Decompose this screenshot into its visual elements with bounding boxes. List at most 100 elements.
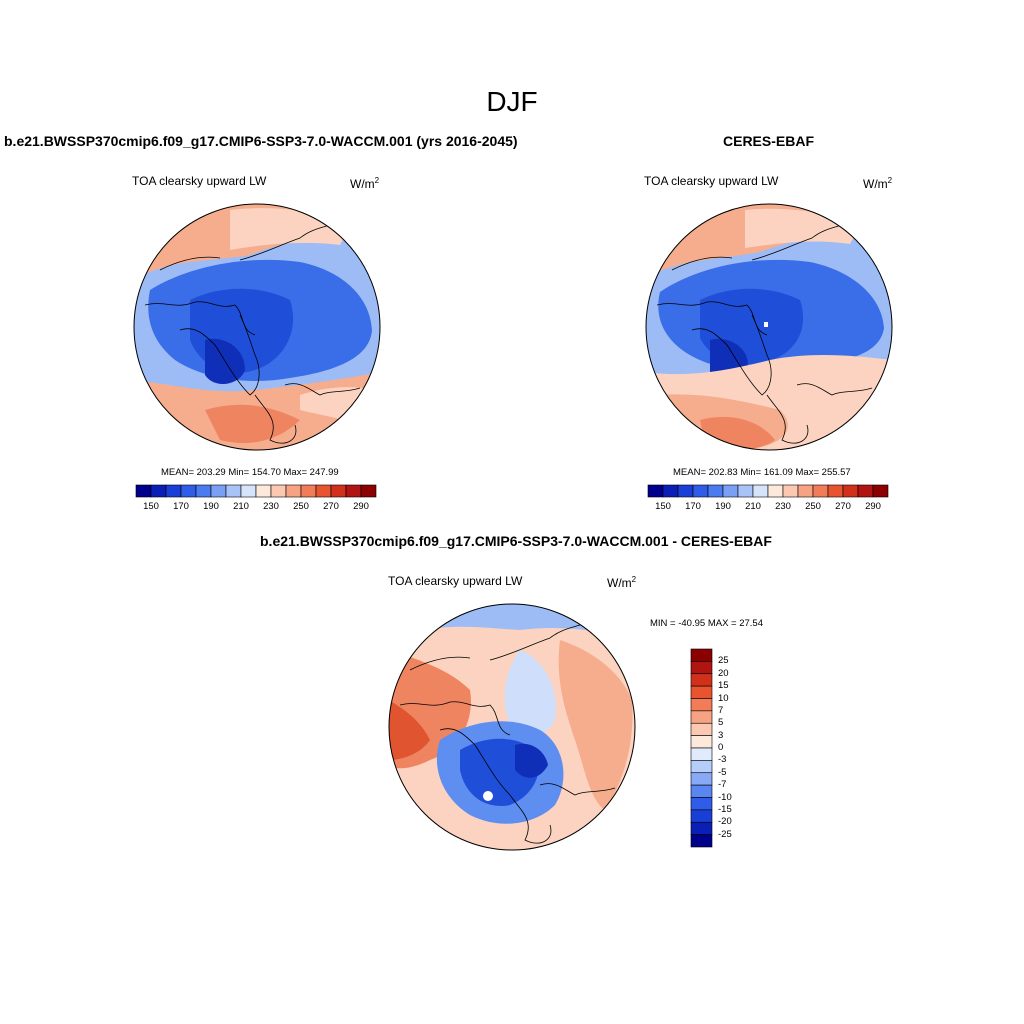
diff-colorbar-tick-label: -15 xyxy=(718,803,732,815)
model-panel-title: b.e21.BWSSP370cmip6.f09_g17.CMIP6-SSP3-7… xyxy=(4,133,518,149)
diff-map-border xyxy=(388,603,636,851)
obs-colorbar-swatch xyxy=(782,484,799,498)
model-colorbar-tick-label: 230 xyxy=(263,501,279,512)
obs-colorbar-swatch xyxy=(752,484,769,498)
diff-colorbar xyxy=(690,648,713,848)
obs-pole-missing-data xyxy=(764,322,768,327)
diff-colorbar-swatch xyxy=(690,673,713,687)
model-colorbar-tick-label: 170 xyxy=(173,501,189,512)
obs-colorbar-tick-label: 150 xyxy=(655,501,671,512)
model-colorbar-tick-label: 150 xyxy=(143,501,159,512)
model-colorbar-tick-label: 270 xyxy=(323,501,339,512)
diff-greenland-darkest xyxy=(515,743,548,778)
model-colorbar-swatch xyxy=(360,484,377,498)
diff-colorbar-tick-label: -5 xyxy=(718,766,727,778)
model-variable-label: TOA clearsky upward LW xyxy=(132,174,267,188)
diff-colorbar-tick-label: 7 xyxy=(718,704,724,716)
diff-colorbar-swatch xyxy=(690,735,713,749)
diff-colorbar-tick-label: -10 xyxy=(718,791,732,803)
model-stats: MEAN= 203.29 Min= 154.70 Max= 247.99 xyxy=(161,467,339,478)
model-colorbar-tick-label: 190 xyxy=(203,501,219,512)
diff-colorbar-swatch xyxy=(690,698,713,712)
diff-colorbar-swatch xyxy=(690,747,713,761)
diff-colorbar-tick-label: 5 xyxy=(718,717,724,729)
obs-colorbar-tick-label: 170 xyxy=(685,501,701,512)
model-europe-warm-region xyxy=(205,404,300,444)
diff-canada-warm-region xyxy=(558,640,633,810)
obs-colorbar-swatch xyxy=(707,484,724,498)
model-colorbar-swatch xyxy=(345,484,362,498)
diff-colorbar-swatch xyxy=(690,784,713,798)
obs-colorbar-swatch xyxy=(872,484,889,498)
diff-colorbar-swatch xyxy=(690,648,713,662)
diff-colorbar-swatch xyxy=(690,760,713,774)
diff-colorbar-tick-label: -7 xyxy=(718,779,727,791)
diff-polar-map xyxy=(388,603,636,851)
obs-colorbar-swatch xyxy=(647,484,664,498)
obs-colorbar-swatch xyxy=(737,484,754,498)
model-colorbar-swatch xyxy=(330,484,347,498)
obs-colorbar-tick-label: 230 xyxy=(775,501,791,512)
model-colorbar-swatch xyxy=(180,484,197,498)
obs-colorbar-swatch xyxy=(827,484,844,498)
model-colorbar-tick-label: 290 xyxy=(353,501,369,512)
diff-colorbar-swatch xyxy=(690,772,713,786)
obs-units-label: W/m2 xyxy=(863,176,893,191)
diff-colorbar-tick-label: 10 xyxy=(718,692,729,704)
diff-colorbar-tick-label: -20 xyxy=(718,816,732,828)
obs-variable-label: TOA clearsky upward LW xyxy=(644,174,779,188)
model-colorbar-tick-label: 250 xyxy=(293,501,309,512)
obs-colorbar-swatch xyxy=(797,484,814,498)
model-colorbar-swatch xyxy=(210,484,227,498)
diff-stats: MIN = -40.95 MAX = 27.54 xyxy=(650,618,764,629)
model-colorbar-swatch xyxy=(315,484,332,498)
diff-colorbar-swatch xyxy=(690,797,713,811)
obs-colorbar-swatch xyxy=(857,484,874,498)
diff-units-label: W/m2 xyxy=(607,575,637,590)
diff-colorbar-swatch xyxy=(690,661,713,675)
model-coastlines xyxy=(144,224,361,444)
diff-colorbar-tick-label: 25 xyxy=(718,655,729,667)
model-colorbar-swatch xyxy=(150,484,167,498)
diff-panel-title: b.e21.BWSSP370cmip6.f09_g17.CMIP6-SSP3-7… xyxy=(260,533,772,549)
obs-colorbar xyxy=(647,484,889,498)
obs-colorbar-swatch xyxy=(722,484,739,498)
diff-arctic-pale-blue xyxy=(504,650,556,736)
obs-panel-title: CERES-EBAF xyxy=(723,133,815,149)
diff-colorbar-tick-label: 0 xyxy=(718,742,724,753)
model-colorbar xyxy=(135,484,377,498)
obs-colorbar-swatch xyxy=(767,484,784,498)
diff-colorbar-tick-label: 15 xyxy=(718,680,729,692)
model-colorbar-tick-label: 210 xyxy=(233,501,249,512)
diff-colorbar-swatch xyxy=(690,821,713,835)
obs-colorbar-tick-label: 290 xyxy=(865,501,881,512)
obs-coastlines xyxy=(656,224,873,444)
diff-iceland-spot xyxy=(481,789,495,803)
obs-colorbar-swatch xyxy=(662,484,679,498)
model-colorbar-swatch xyxy=(165,484,182,498)
model-polar-map xyxy=(133,203,381,451)
diff-colorbar-tick-label: -3 xyxy=(718,754,727,766)
obs-colorbar-tick-label: 270 xyxy=(835,501,851,512)
obs-colorbar-swatch xyxy=(692,484,709,498)
obs-map-border xyxy=(645,203,893,451)
obs-polar-map xyxy=(645,203,893,451)
main-title: DJF xyxy=(486,86,538,117)
diff-colorbar-tick-label: -25 xyxy=(718,828,732,840)
obs-colorbar-tick-label: 190 xyxy=(715,501,731,512)
model-units-label: W/m2 xyxy=(350,176,380,191)
diff-colorbar-swatch xyxy=(690,685,713,699)
model-colorbar-swatch xyxy=(300,484,317,498)
obs-colorbar-swatch xyxy=(842,484,859,498)
obs-colorbar-tick-label: 250 xyxy=(805,501,821,512)
diff-coastlines xyxy=(399,624,616,844)
diff-colorbar-swatch xyxy=(690,710,713,724)
diff-variable-label: TOA clearsky upward LW xyxy=(388,574,523,588)
model-colorbar-swatch xyxy=(225,484,242,498)
model-colorbar-swatch xyxy=(255,484,272,498)
obs-colorbar-swatch xyxy=(677,484,694,498)
diff-colorbar-tick-label: 3 xyxy=(718,729,724,741)
model-colorbar-swatch xyxy=(135,484,152,498)
model-colorbar-swatch xyxy=(270,484,287,498)
